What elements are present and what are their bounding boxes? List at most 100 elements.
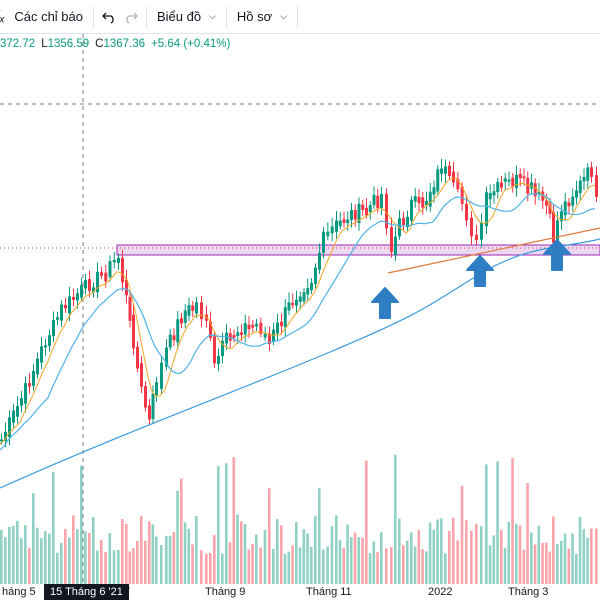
volume-bar bbox=[217, 466, 220, 584]
ohlc-close-label: C bbox=[95, 38, 104, 50]
ma-mid-line bbox=[0, 193, 596, 451]
volume-bar bbox=[176, 490, 179, 584]
profile-button[interactable]: Hồ sơ ⌵ bbox=[231, 0, 293, 34]
time-axis-label: Tháng 11 bbox=[306, 586, 352, 598]
volume-bar bbox=[394, 454, 397, 584]
candle bbox=[191, 305, 195, 311]
volume-bar bbox=[507, 521, 511, 584]
candle bbox=[180, 318, 183, 324]
candle bbox=[92, 287, 95, 293]
volume-bar bbox=[560, 540, 563, 584]
volume-bar bbox=[368, 553, 372, 584]
support-zone bbox=[116, 244, 600, 256]
candle bbox=[236, 332, 240, 336]
candle bbox=[385, 193, 388, 229]
candle bbox=[338, 220, 342, 227]
volume-bar bbox=[263, 529, 267, 584]
candle bbox=[492, 191, 496, 196]
candle bbox=[444, 166, 447, 174]
candle bbox=[298, 296, 302, 302]
time-axis-label: Tháng 3 bbox=[508, 586, 549, 598]
volume-bar bbox=[417, 529, 421, 584]
volume-bar bbox=[503, 547, 507, 584]
time-axis-label: Tháng 9 bbox=[205, 586, 246, 598]
candle bbox=[24, 383, 27, 404]
volume-bar bbox=[413, 546, 417, 584]
volume-bar bbox=[259, 547, 262, 584]
time-axis-label: 2022 bbox=[428, 586, 453, 598]
volume-bar bbox=[251, 543, 254, 584]
candle bbox=[421, 197, 425, 208]
candle bbox=[255, 323, 258, 327]
candle bbox=[470, 217, 473, 237]
candle bbox=[402, 217, 405, 225]
volume-bar bbox=[475, 523, 478, 584]
volume-bar bbox=[140, 516, 143, 584]
volume-bar bbox=[180, 478, 183, 584]
undo-icon[interactable] bbox=[98, 0, 120, 34]
volume-bar bbox=[236, 514, 239, 584]
volume-bar bbox=[232, 457, 236, 584]
candle bbox=[410, 199, 413, 221]
candle bbox=[372, 194, 376, 206]
candle bbox=[496, 181, 500, 193]
candle bbox=[545, 200, 548, 206]
volume-bar bbox=[160, 545, 163, 584]
volume-bar bbox=[440, 518, 443, 584]
volume-bar bbox=[390, 546, 393, 584]
volume-bar bbox=[402, 545, 405, 584]
candle bbox=[365, 207, 368, 216]
volume-bar bbox=[228, 542, 232, 584]
candle bbox=[20, 398, 23, 406]
time-axis[interactable]: háng 5 7 Tháng 9 Tháng 11 2022 Tháng 3 1… bbox=[0, 584, 600, 600]
time-axis-label: háng 5 bbox=[2, 586, 36, 598]
candle bbox=[228, 333, 232, 341]
candle bbox=[318, 252, 321, 270]
volume-bar bbox=[470, 530, 473, 584]
volume-bar bbox=[195, 516, 198, 584]
indicators-icon[interactable]: fx bbox=[0, 8, 4, 25]
candle bbox=[165, 347, 168, 367]
candle bbox=[526, 177, 530, 194]
candle bbox=[240, 332, 243, 335]
ohlc-close: 1367.36 bbox=[103, 38, 146, 50]
candle bbox=[537, 191, 541, 194]
volume-bar bbox=[136, 540, 139, 584]
candle bbox=[72, 296, 75, 300]
volume-bar bbox=[155, 536, 158, 584]
volume-bar bbox=[48, 533, 51, 584]
candle bbox=[60, 304, 63, 321]
candle bbox=[330, 226, 334, 234]
volume-bar bbox=[432, 529, 436, 584]
candle bbox=[361, 204, 365, 210]
volume-bar bbox=[380, 532, 383, 584]
candle bbox=[0, 439, 3, 442]
up-arrow-icon bbox=[466, 255, 494, 287]
candle bbox=[187, 305, 191, 316]
redo-icon[interactable] bbox=[120, 0, 142, 34]
candle bbox=[567, 202, 571, 207]
candle bbox=[295, 299, 298, 306]
volume-bar bbox=[36, 527, 39, 584]
volume-bar bbox=[428, 522, 432, 584]
candle bbox=[112, 259, 116, 263]
candle bbox=[541, 191, 545, 201]
volume-bar bbox=[571, 533, 574, 584]
candle bbox=[515, 174, 518, 189]
volume-bar bbox=[511, 458, 514, 584]
indicators-button[interactable]: Các chỉ báo bbox=[14, 9, 83, 24]
volume-bar bbox=[276, 519, 279, 584]
candle bbox=[225, 332, 228, 344]
toolbar-divider bbox=[297, 5, 299, 28]
candle bbox=[440, 168, 443, 174]
candle bbox=[276, 322, 279, 334]
volume-bar bbox=[365, 460, 368, 584]
volume-bar bbox=[548, 551, 552, 584]
volume-bar bbox=[330, 526, 334, 584]
chart-type-button[interactable]: Biểu đồ ⌵ bbox=[151, 0, 222, 34]
candle bbox=[172, 335, 176, 341]
volume-bar bbox=[8, 526, 11, 584]
volume-bar bbox=[500, 530, 503, 584]
ohlc-legend: 372.72 L1356.59 C1367.36 +5.64 (+0.41%) bbox=[0, 38, 230, 56]
price-chart[interactable] bbox=[0, 34, 600, 584]
